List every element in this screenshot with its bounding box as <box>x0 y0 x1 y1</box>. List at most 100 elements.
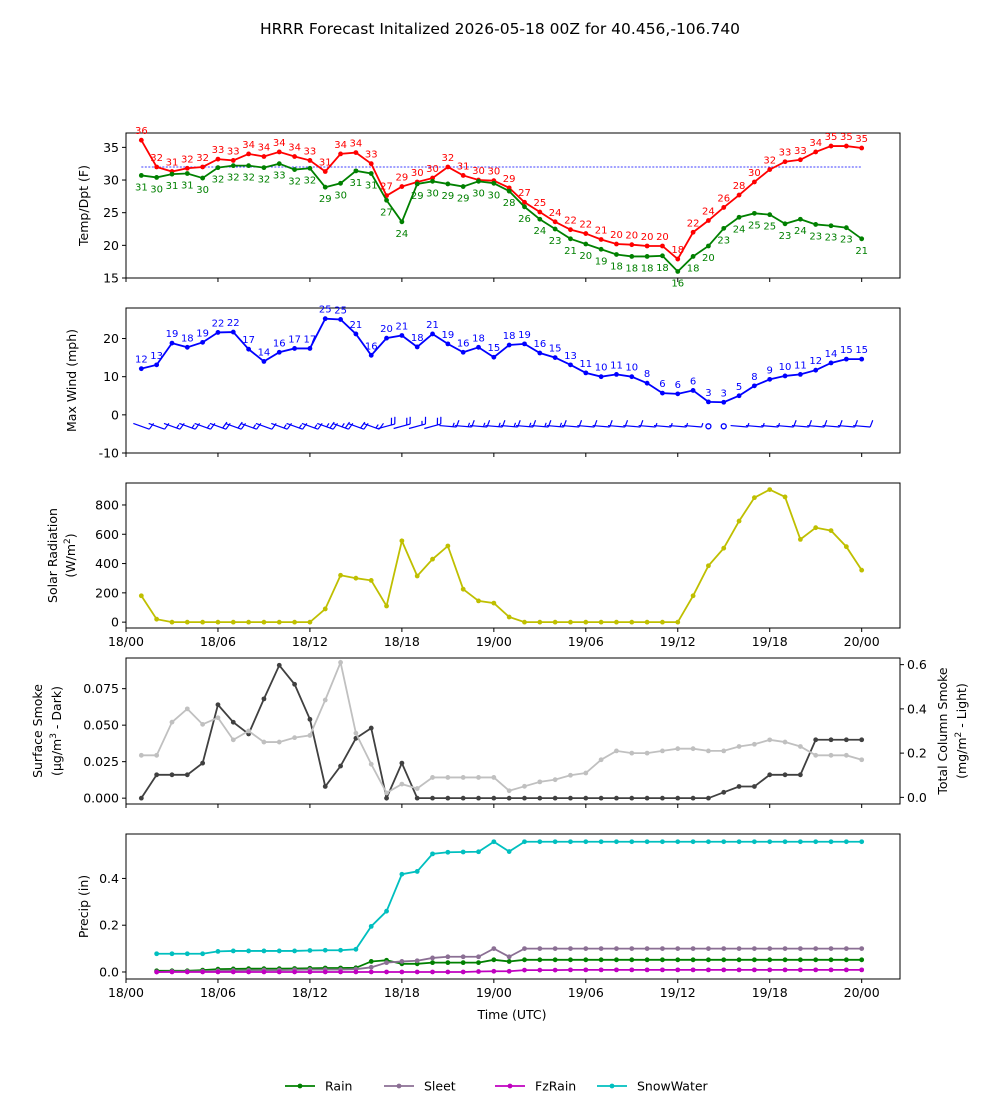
data-point-snowwater <box>690 839 696 845</box>
data-point-total-column-smoke <box>644 750 650 756</box>
data-label-max-wind: 12 <box>135 355 148 366</box>
data-point-dewpoint <box>184 171 190 176</box>
wind-barb-icon <box>730 422 750 428</box>
data-point-sleet <box>813 946 819 951</box>
data-point-max-wind <box>721 399 727 405</box>
data-point-rain <box>782 957 788 963</box>
data-point-solar-radiation <box>813 525 819 531</box>
legend-label-sleet: Sleet <box>424 1079 456 1094</box>
x-tick-label: 18/12 <box>292 634 328 649</box>
data-label-temp: 34 <box>809 138 822 149</box>
data-point-fzrain <box>843 967 849 973</box>
data-point-total-column-smoke <box>568 772 573 778</box>
data-point-sleet <box>721 946 727 951</box>
data-point-dewpoint <box>276 161 282 167</box>
data-point-solar-radiation <box>767 487 773 492</box>
data-point-surface-smoke <box>184 772 190 778</box>
data-point-max-wind <box>552 355 558 361</box>
data-point-temp <box>598 237 604 242</box>
data-point-surface-smoke <box>169 772 175 778</box>
data-point-snowwater <box>322 947 328 953</box>
x-tick-label: 18/00 <box>108 634 144 649</box>
data-label-max-wind: 11 <box>794 360 807 371</box>
data-point-temp <box>706 218 711 223</box>
data-label-dewpoint: 23 <box>840 235 853 246</box>
y-right-tick-label: 0.6 <box>907 657 927 672</box>
data-point-temp <box>614 241 619 247</box>
data-point-surface-smoke <box>154 772 160 778</box>
data-point-solar-radiation <box>476 598 481 604</box>
y-right-tick-label: 0.4 <box>907 701 927 716</box>
data-label-dewpoint: 29 <box>319 194 332 205</box>
y-axis-label-units: (W/m2) <box>63 533 78 577</box>
data-point-surface-smoke <box>230 719 236 725</box>
data-point-total-column-smoke <box>736 744 742 749</box>
data-point-fzrain <box>813 967 819 973</box>
data-point-fzrain <box>751 967 757 973</box>
data-label-temp: 34 <box>334 140 347 151</box>
data-point-solar-radiation <box>552 619 558 625</box>
data-point-solar-radiation <box>598 619 604 625</box>
data-point-temp <box>154 164 160 170</box>
data-point-sleet <box>537 946 543 951</box>
data-point-solar-radiation <box>736 518 742 524</box>
data-point-temp <box>568 227 573 233</box>
data-point-dewpoint <box>368 171 374 176</box>
data-point-total-column-smoke <box>322 697 328 703</box>
data-point-solar-radiation <box>721 545 727 551</box>
panel-solar: 18/00 18/06 18/12 18/18 19/00 19/06 19/12 19/18… <box>45 482 901 649</box>
data-point-total-column-smoke <box>384 790 389 796</box>
data-label-dewpoint: 32 <box>227 173 240 184</box>
data-point-surface-smoke <box>322 784 328 789</box>
data-point-surface-smoke <box>706 795 711 801</box>
data-point-dewpoint <box>828 223 834 229</box>
data-point-max-wind <box>859 356 865 362</box>
y-tick-label: 0 <box>111 407 119 422</box>
data-label-dewpoint: 25 <box>763 222 776 233</box>
data-label-dewpoint: 18 <box>625 263 638 274</box>
data-point-max-wind <box>629 374 635 380</box>
wind-barb-shaft <box>209 422 227 430</box>
data-point-surface-smoke <box>138 795 144 801</box>
data-point-dewpoint <box>384 197 389 203</box>
wind-barb-shaft <box>439 424 457 428</box>
data-label-max-wind: 25 <box>334 305 347 316</box>
wind-barb-shaft <box>286 422 303 430</box>
wind-barb-halfflag <box>252 424 257 429</box>
data-point-dewpoint <box>767 212 773 218</box>
wind-barb-halfflag <box>685 422 689 428</box>
data-label-temp: 33 <box>212 145 225 156</box>
data-point-temp <box>353 150 359 155</box>
data-point-surface-smoke <box>552 795 558 801</box>
wind-barb-flag <box>436 417 439 426</box>
data-point-rain <box>368 959 374 964</box>
data-point-max-wind <box>292 346 297 351</box>
legend-label-rain: Rain <box>325 1079 352 1094</box>
data-point-surface-smoke <box>797 772 803 778</box>
data-label-temp: 35 <box>855 134 868 145</box>
data-point-fzrain <box>246 969 252 975</box>
data-point-total-column-smoke <box>614 748 619 754</box>
data-point-dewpoint <box>307 165 313 171</box>
x-tick-label: 19/12 <box>660 985 696 1000</box>
data-point-max-wind <box>797 371 803 377</box>
data-point-max-wind <box>184 344 190 350</box>
axes-frame <box>125 833 901 980</box>
data-label-temp: 34 <box>350 139 363 150</box>
wind-barb-shaft <box>669 424 687 428</box>
wind-barb-icon <box>194 422 216 430</box>
data-point-temp <box>552 219 558 225</box>
data-point-max-wind <box>414 344 420 350</box>
data-point-fzrain <box>828 967 834 973</box>
data-point-total-column-smoke <box>751 741 757 747</box>
data-point-temp <box>767 167 773 172</box>
y-tick-label: 20 <box>103 331 119 346</box>
data-point-surface-smoke <box>460 795 466 801</box>
data-point-solar-radiation <box>200 619 206 625</box>
data-point-total-column-smoke <box>721 748 727 754</box>
data-point-snowwater <box>384 908 389 914</box>
wind-barb-flag <box>237 421 243 429</box>
axes-frame <box>125 657 901 805</box>
data-point-surface-smoke <box>598 795 604 801</box>
wind-barb-icon <box>638 422 658 428</box>
